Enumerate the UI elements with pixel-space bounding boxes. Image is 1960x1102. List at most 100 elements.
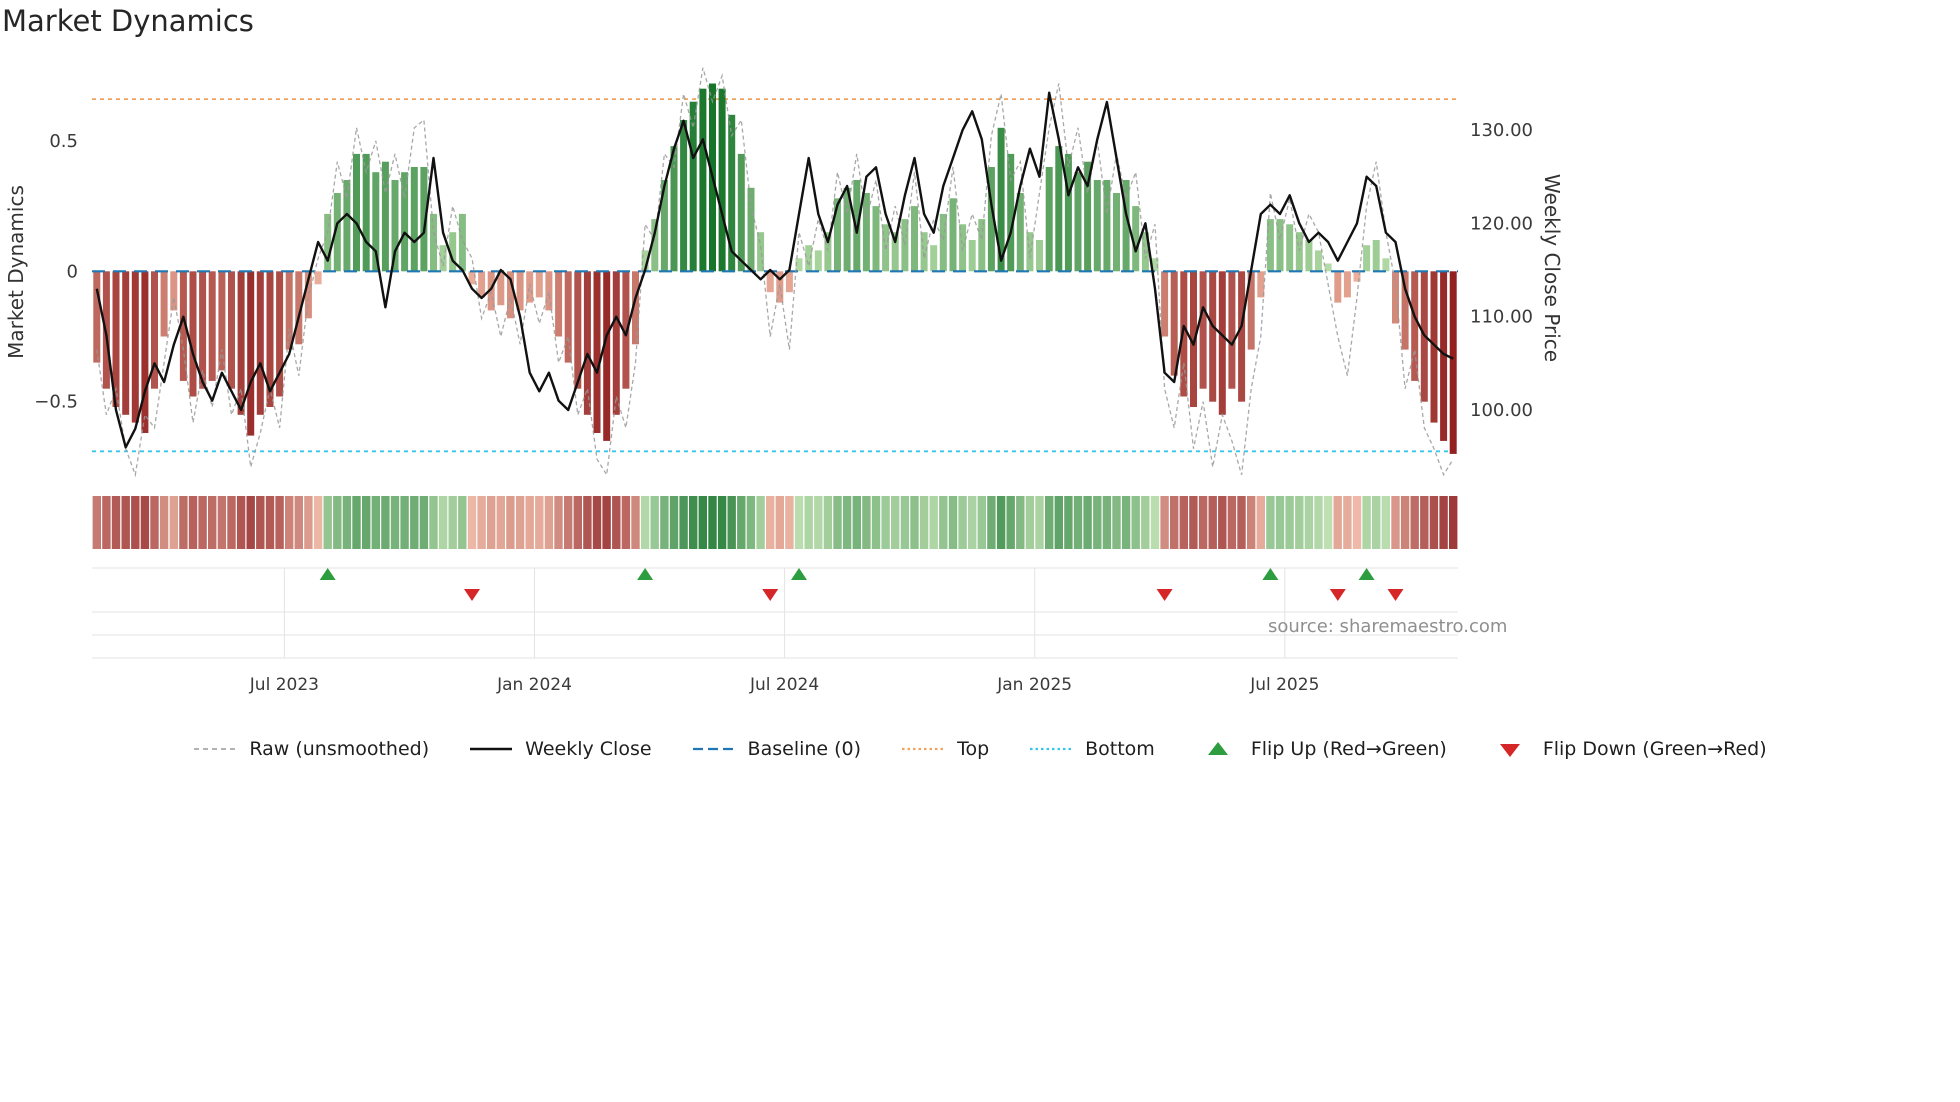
oscillator-bar [814, 250, 822, 272]
heatmap-cell [612, 496, 621, 549]
heatmap-cell [1304, 496, 1314, 549]
oscillator-bar [1064, 153, 1072, 272]
heatmap-cell [227, 496, 236, 549]
heatmap-cell [823, 496, 833, 549]
heatmap-cell [862, 496, 871, 549]
heatmap-cell [1016, 496, 1025, 549]
right-axis-tick-label: 120.00 [1470, 213, 1533, 234]
oscillator-bar [785, 271, 793, 293]
oscillator-bar [930, 245, 938, 272]
heatmap-cell [217, 496, 227, 549]
heatmap-cell [275, 496, 284, 549]
legend-label: Top [957, 738, 990, 760]
heatmap-cell [313, 496, 323, 549]
heatmap-cell [1449, 496, 1458, 549]
heatmap-cell [208, 496, 217, 549]
heatmap-cell [362, 496, 371, 549]
chart-title: Market Dynamics [2, 4, 254, 38]
legend-swatch-long-dash-line [692, 747, 735, 751]
heatmap-cell [1247, 496, 1256, 549]
heatmap-cell [746, 496, 756, 549]
oscillator-bar [728, 114, 736, 272]
heatmap-cell [621, 496, 631, 549]
flip-up-marker [319, 568, 336, 580]
oscillator-bar [141, 271, 149, 433]
heatmap-cell [1429, 496, 1439, 549]
oscillator-bar [276, 271, 284, 397]
heatmap-cell [1083, 496, 1092, 549]
heatmap-cell [669, 496, 679, 549]
heatmap-cell [939, 496, 948, 549]
heatmap-cell [1314, 496, 1323, 549]
oscillator-bar [574, 271, 582, 389]
oscillator-bar [622, 271, 630, 389]
heatmap-cell [477, 496, 486, 549]
oscillator-bar [603, 271, 611, 441]
heatmap-cell [381, 496, 390, 549]
flip-down-marker [762, 589, 779, 601]
oscillator-bar [891, 232, 899, 272]
heatmap-cell [1400, 496, 1410, 549]
heatmap-cell [467, 496, 477, 549]
legend-label: Weekly Close [525, 738, 652, 760]
oscillator-bar [978, 219, 986, 272]
oscillator-bar [1007, 153, 1015, 272]
oscillator-bar [641, 250, 649, 272]
oscillator-bar [237, 271, 245, 415]
heatmap-cell [640, 496, 650, 549]
oscillator-bar [372, 172, 380, 272]
heatmap-cell [929, 496, 938, 549]
oscillator-bar [295, 271, 303, 345]
heatmap-cell [1285, 496, 1294, 549]
oscillator-bar [1103, 180, 1111, 272]
oscillator-bar [1190, 271, 1197, 407]
heatmap-cell [458, 496, 467, 549]
oscillator-bar [1151, 258, 1159, 272]
heatmap-cell [1102, 496, 1112, 549]
oscillator-bar [632, 271, 639, 345]
source-credit: source: sharemaestro.com [1268, 616, 1508, 637]
heatmap-cell [1208, 496, 1217, 549]
heatmap-cell [236, 496, 246, 549]
heatmap-cell [775, 496, 784, 549]
oscillator-bar [170, 271, 178, 311]
flip-up-marker [1262, 568, 1279, 580]
heatmap-cell [1275, 496, 1285, 549]
heatmap-cell [92, 496, 101, 549]
oscillator-bar [699, 88, 707, 272]
heatmap-cell [660, 496, 669, 549]
legend-swatch-dotted-line [902, 747, 945, 751]
heatmap-cell [804, 496, 813, 549]
heatmap-cell [1073, 496, 1083, 549]
legend-item: Bottom [1029, 738, 1155, 760]
oscillator-bar [1343, 271, 1351, 298]
oscillator-bar [151, 271, 158, 389]
oscillator-bar [1440, 271, 1448, 441]
oscillator-bar [516, 271, 524, 311]
heatmap-cell [1064, 496, 1073, 549]
legend-label: Flip Down (Green→Red) [1542, 738, 1767, 760]
heatmap-cell [131, 496, 140, 549]
heatmap-cell [352, 496, 361, 549]
heatmap-cell [1439, 496, 1448, 549]
legend-label: Raw (unsmoothed) [249, 738, 430, 760]
oscillator-bar [997, 127, 1005, 272]
oscillator-bar [324, 213, 332, 272]
oscillator-bar [968, 240, 976, 272]
oscillator-bar [1372, 240, 1380, 272]
legend-item: Weekly Close [469, 738, 652, 760]
legend-item: Flip Down (Green→Red) [1487, 738, 1767, 760]
oscillator-bar [1266, 219, 1274, 272]
heatmap-cell [1035, 496, 1044, 549]
heatmap-cell [756, 496, 765, 549]
heatmap-cell [1362, 496, 1371, 549]
oscillator-bar [1430, 271, 1438, 423]
heatmap-cell [1141, 496, 1150, 549]
legend-item: Baseline (0) [692, 738, 861, 760]
weekly-close-line [95, 91, 1454, 449]
heatmap-cell [150, 496, 159, 549]
heatmap-cell [852, 496, 861, 549]
left-axis-tick-label: 0.5 [49, 131, 78, 152]
oscillator-bar [93, 271, 101, 363]
